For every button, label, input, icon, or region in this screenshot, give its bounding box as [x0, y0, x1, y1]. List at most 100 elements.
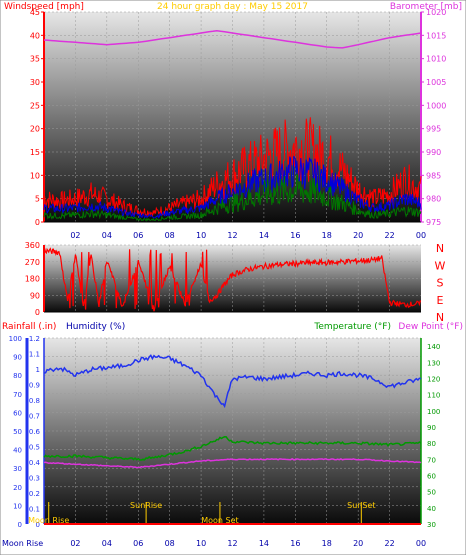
right-tick-label: 1015 — [426, 31, 446, 40]
x-tick-label: 02 — [70, 539, 80, 548]
temperature-tick-label: 130 — [427, 359, 440, 367]
x-tick-label: 04 — [102, 231, 112, 240]
rain-tick-label: 0.6 — [29, 428, 41, 436]
x-tick-label: 08 — [165, 539, 175, 548]
left-tick-label: 0 — [35, 308, 40, 317]
x-tick-label: 22 — [384, 539, 394, 548]
rain-tick-label: 1 — [36, 366, 40, 374]
humidity-tick-label: 30 — [13, 465, 22, 473]
right-axis-title: Barometer [mb] — [390, 2, 462, 12]
temperature-tick-label: 50 — [427, 489, 436, 497]
humidity-tick-label: 10 — [13, 502, 22, 510]
x-tick-label: 14 — [259, 539, 269, 548]
temperature-tick-label: 120 — [427, 375, 440, 383]
x-tick-label: 06 — [133, 539, 143, 548]
x-tick-label: 22 — [384, 231, 394, 240]
rain-tick-label: 0.3 — [29, 475, 40, 483]
rain-tick-label: 0.9 — [29, 382, 40, 390]
humidity-tick-label: 60 — [13, 409, 22, 417]
series-barometer — [43, 29, 422, 49]
dewpoint-axis-title: Dew Point (°F) — [398, 322, 463, 332]
x-tick-label: 12 — [227, 231, 237, 240]
temperature-tick-label: 110 — [427, 392, 440, 400]
humidity-axis-title: Humidity (%) — [66, 322, 125, 332]
left-tick-label: 90 — [30, 291, 40, 300]
humidity-tick-label: 70 — [13, 391, 22, 399]
series-wind-direction — [43, 247, 422, 312]
series-temperature — [43, 436, 422, 461]
x-tick-label: 14 — [259, 231, 269, 240]
right-tick-label: 975 — [426, 218, 441, 227]
series-wind-average — [43, 155, 422, 220]
left-tick-label: 45 — [30, 8, 40, 17]
left-tick-label: 5 — [35, 195, 40, 204]
right-tick-label: 1010 — [426, 55, 446, 64]
chart-title: 24 hour graph day : May 15 2017 — [157, 2, 308, 12]
left-tick-label: 30 — [30, 78, 40, 87]
left-tick-label: 20 — [30, 125, 40, 134]
humidity-tick-label: 80 — [13, 372, 22, 380]
rain-tick-label: 0.2 — [29, 490, 40, 498]
rain-tick-label: 0.1 — [29, 506, 40, 514]
humidity-tick-label: 20 — [13, 484, 22, 492]
left-tick-label: 0 — [35, 218, 40, 227]
right-tick-label: 995 — [426, 125, 441, 134]
annotation-label: Moon Set — [201, 516, 238, 525]
wind-barometer-panel: 0510152025303540459759809859909951000100… — [4, 2, 462, 240]
x-tick-label: 12 — [227, 539, 237, 548]
rain-tick-label: 0.8 — [29, 397, 40, 405]
series-dew-point — [43, 457, 422, 469]
left-tick-label: 15 — [30, 148, 40, 157]
right-tick-label: 1000 — [426, 101, 446, 110]
x-tick-label: 20 — [353, 539, 363, 548]
temperature-tick-label: 30 — [427, 521, 436, 529]
rainfall-axis-title: Rainfall (.in) — [2, 322, 56, 332]
rain-tick-label: 1.2 — [29, 335, 40, 343]
humidity-tick-label: 0 — [18, 521, 22, 529]
temperature-tick-label: 90 — [427, 424, 436, 432]
left-tick-label: 10 — [30, 171, 40, 180]
temperature-tick-label: 140 — [427, 343, 440, 351]
left-axis-title: Windspeed [mph] — [4, 2, 84, 12]
humidity-tick-label: 90 — [13, 354, 22, 362]
left-tick-label: 180 — [25, 275, 40, 284]
left-tick-label: 40 — [30, 31, 40, 40]
compass-label: W — [435, 259, 446, 272]
compass-label: N — [436, 311, 444, 324]
series-humidity — [43, 354, 422, 409]
temperature-tick-label: 40 — [427, 505, 436, 513]
x-tick-label: 16 — [290, 539, 300, 548]
rain-tick-label: 0.5 — [29, 444, 40, 452]
humidity-tick-label: 50 — [13, 428, 22, 436]
humidity-tick-label: 40 — [13, 447, 22, 455]
x-tick-label: 04 — [102, 539, 112, 548]
x-tick-label: 10 — [196, 231, 206, 240]
left-tick-label: 25 — [30, 101, 40, 110]
x-tick-label: 10 — [196, 539, 206, 548]
compass-label: S — [437, 277, 444, 290]
rain-tick-label: 1.1 — [29, 351, 40, 359]
x-tick-label: 00 — [416, 231, 426, 240]
left-tick-label: 270 — [25, 258, 40, 267]
annotation-label: SunRise — [130, 501, 162, 510]
rain-tick-label: 0 — [36, 521, 40, 529]
rain-tick-label: 0.4 — [29, 459, 41, 467]
right-tick-label: 980 — [426, 195, 441, 204]
x-tick-label: 20 — [353, 231, 363, 240]
rain-tick-label: 0.7 — [29, 413, 40, 421]
x-tick-label: 16 — [290, 231, 300, 240]
x-tick-label: 08 — [165, 231, 175, 240]
temperature-tick-label: 60 — [427, 472, 436, 480]
right-tick-label: 990 — [426, 148, 441, 157]
temperature-tick-label: 80 — [427, 440, 436, 448]
right-tick-label: 985 — [426, 171, 441, 180]
x-tick-label: Moon Rise — [2, 539, 43, 548]
annotation-label: Moon Rise — [28, 516, 69, 525]
series-wind-minimum — [43, 173, 422, 222]
humidity-temperature-panel: 010203040506070809010000.10.20.30.40.50.… — [2, 322, 463, 548]
right-tick-label: 1020 — [426, 8, 446, 17]
x-tick-label: 06 — [133, 231, 143, 240]
